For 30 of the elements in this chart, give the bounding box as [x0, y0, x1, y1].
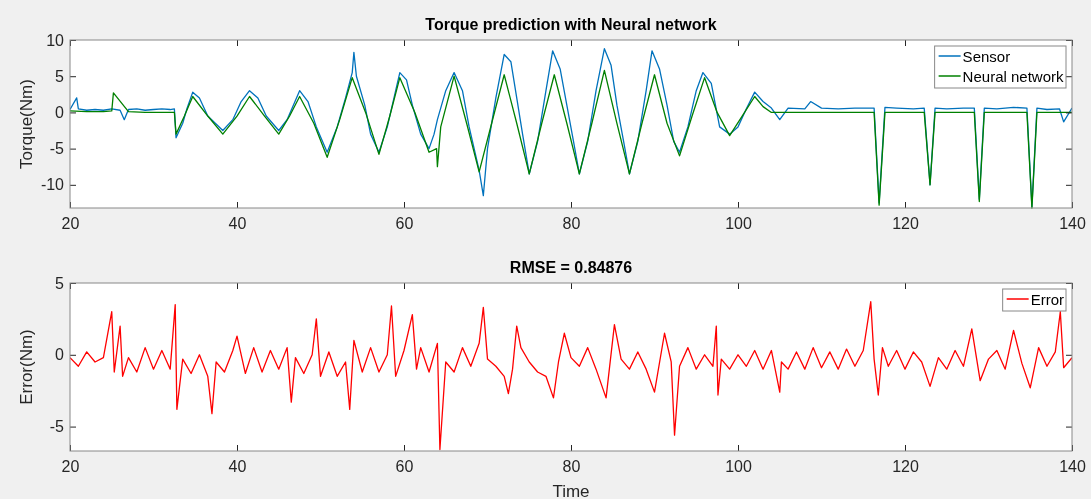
chart-title: Torque prediction with Neural network [425, 16, 717, 33]
x-tick-label: 100 [725, 215, 752, 233]
x-tick-label: 40 [228, 215, 247, 233]
y-tick-label: 0 [55, 104, 65, 122]
y-tick-label: 5 [55, 67, 65, 85]
x-tick-label: 140 [1059, 215, 1086, 233]
y-tick-label: 0 [55, 346, 65, 364]
legend-label: Sensor [962, 48, 1011, 65]
x-tick-label: 20 [61, 215, 80, 233]
x-tick-label: 80 [562, 458, 581, 476]
x-tick-label: 60 [395, 458, 414, 476]
chart-title: RMSE = 0.84876 [509, 259, 633, 276]
y-axis-title: Error(Nm) [17, 329, 36, 405]
x-axis-title: Time [552, 482, 590, 499]
y-tick-label: -5 [49, 418, 65, 436]
x-tick-label: 40 [228, 458, 247, 476]
x-tick-label: 20 [61, 458, 80, 476]
x-tick-label: 100 [725, 458, 752, 476]
x-tick-label: 60 [395, 215, 414, 233]
y-tick-label: 5 [55, 274, 65, 292]
x-tick-label: 120 [892, 215, 919, 233]
y-tick-label: -5 [49, 140, 65, 158]
y-tick-label: -10 [40, 176, 65, 194]
y-tick-label: 10 [46, 31, 65, 49]
legend-label: Error [1030, 291, 1064, 308]
x-tick-label: 140 [1059, 458, 1086, 476]
x-tick-label: 80 [562, 215, 581, 233]
x-tick-label: 120 [892, 458, 919, 476]
legend-label: Neural network [962, 68, 1064, 85]
y-axis-title: Torque(Nm) [17, 79, 36, 169]
